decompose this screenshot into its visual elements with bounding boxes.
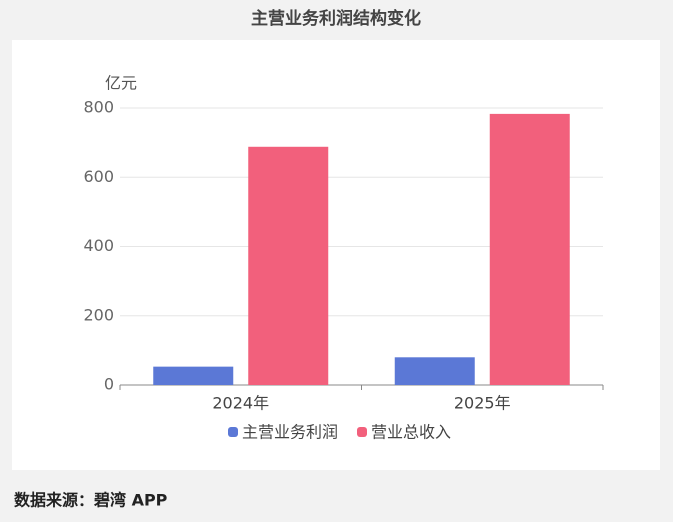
y-tick-label: 0	[104, 375, 114, 394]
legend-label: 营业总收入	[371, 423, 451, 442]
y-tick-label: 200	[83, 305, 114, 324]
y-tick-label: 400	[83, 236, 114, 255]
legend-marker	[228, 427, 238, 437]
bar	[394, 357, 475, 385]
legend-marker	[357, 427, 367, 437]
bar	[153, 366, 234, 385]
bar	[248, 146, 329, 385]
x-tick-label: 2024年	[212, 394, 269, 413]
x-tick-label: 2025年	[454, 394, 511, 413]
y-tick-label: 600	[83, 167, 114, 186]
source: 数据来源：碧湾 APP	[14, 491, 168, 510]
y-axis-unit: 亿元	[105, 74, 137, 93]
bar	[489, 113, 570, 385]
chart-title: 主营业务利润结构变化	[251, 8, 421, 29]
y-tick-label: 800	[83, 98, 114, 117]
legend-label: 主营业务利润	[242, 423, 338, 442]
